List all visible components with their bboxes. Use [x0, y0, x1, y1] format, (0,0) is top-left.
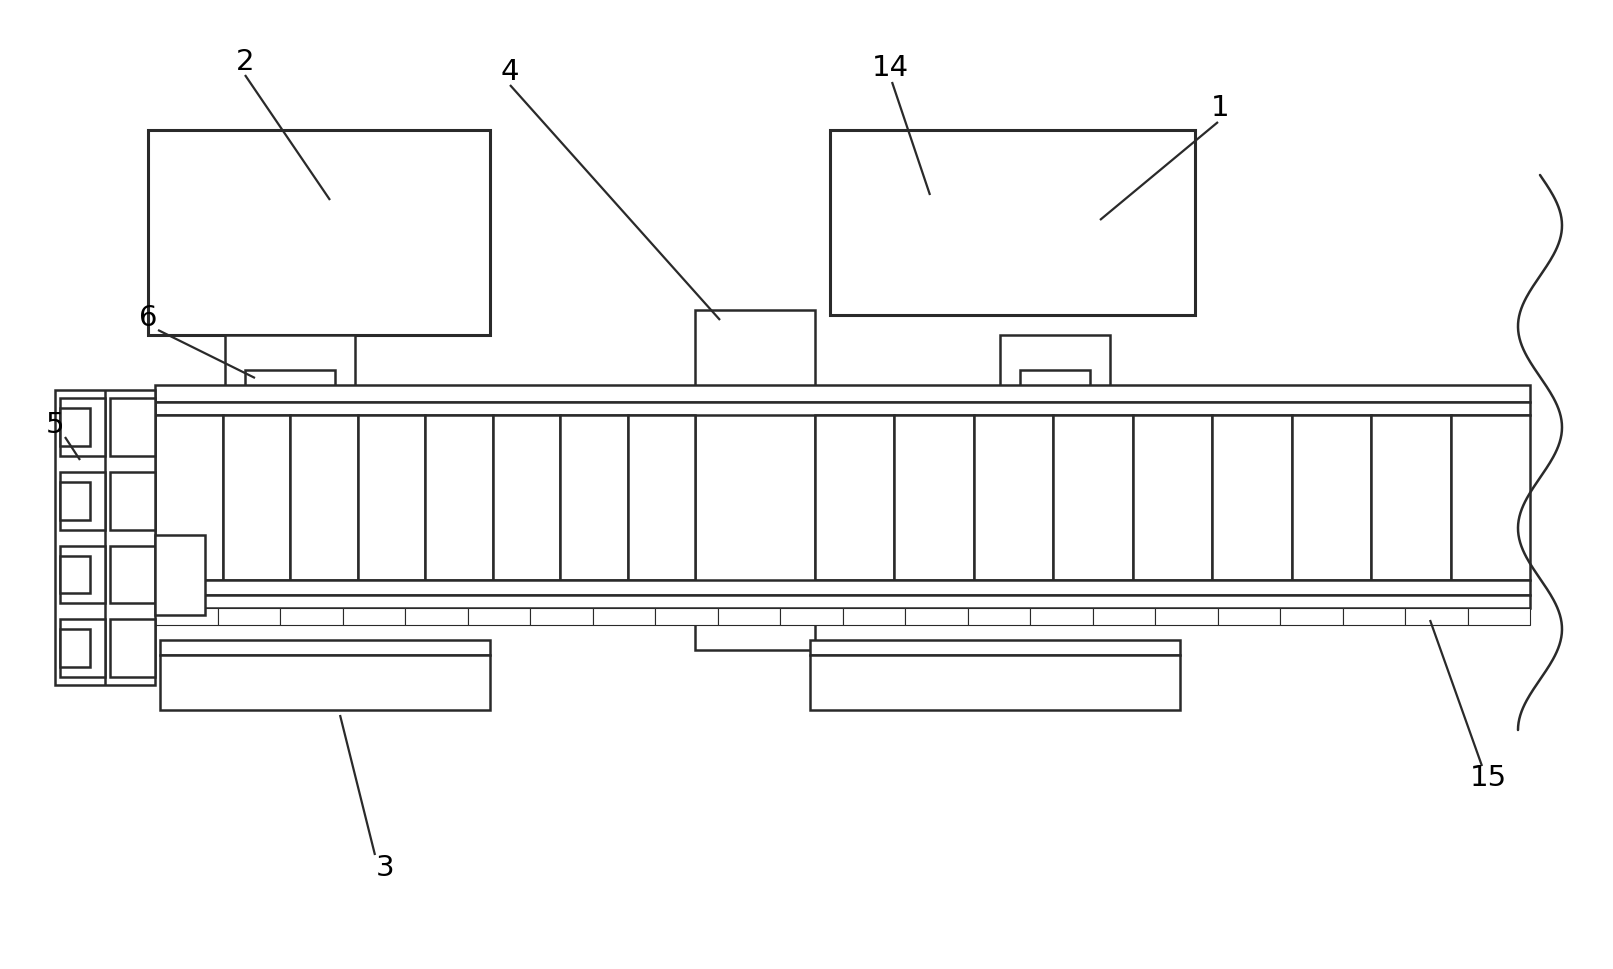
Text: 4: 4	[500, 58, 519, 86]
Bar	[218, 608, 281, 625]
Bar	[155, 595, 1531, 608]
Text: 15: 15	[1469, 764, 1507, 792]
Bar	[155, 385, 1531, 402]
Bar	[560, 415, 627, 580]
Bar	[55, 390, 155, 685]
Bar	[627, 415, 695, 580]
Bar	[281, 608, 342, 625]
Bar	[1292, 415, 1371, 580]
Bar	[1213, 415, 1292, 580]
Text: 3: 3	[376, 854, 394, 882]
Bar	[223, 415, 290, 580]
Bar	[1019, 370, 1090, 400]
Bar	[290, 415, 358, 580]
Bar	[110, 546, 155, 604]
Bar	[110, 619, 155, 677]
Bar	[810, 655, 1181, 710]
Bar	[831, 130, 1195, 315]
Bar	[342, 608, 405, 625]
Bar	[358, 415, 424, 580]
Bar	[160, 640, 490, 655]
Bar	[1342, 608, 1405, 625]
Bar	[60, 555, 90, 593]
Bar	[1132, 415, 1213, 580]
Bar	[905, 608, 968, 625]
Bar	[718, 608, 781, 625]
Bar	[60, 408, 90, 446]
Bar	[815, 415, 895, 580]
Bar	[1218, 608, 1281, 625]
Text: 14: 14	[871, 54, 908, 82]
Bar	[592, 608, 655, 625]
Bar	[974, 415, 1053, 580]
Bar	[1031, 608, 1092, 625]
Bar	[492, 415, 560, 580]
Bar	[155, 608, 218, 625]
Bar	[110, 472, 155, 529]
Bar	[468, 608, 531, 625]
Text: 5: 5	[45, 411, 65, 439]
Bar	[1155, 608, 1218, 625]
Bar	[810, 640, 1181, 655]
Bar	[155, 580, 1531, 595]
Bar	[781, 608, 842, 625]
Bar	[1371, 415, 1450, 580]
Bar	[842, 608, 905, 625]
Bar	[60, 398, 105, 455]
Bar	[160, 655, 490, 710]
Bar	[155, 402, 1531, 415]
Bar	[1468, 608, 1531, 625]
Bar	[60, 546, 105, 604]
Bar	[148, 130, 490, 335]
Bar	[60, 619, 105, 677]
Bar	[1092, 608, 1155, 625]
Bar	[1000, 335, 1110, 400]
Bar	[1281, 608, 1342, 625]
Bar	[60, 629, 90, 667]
Text: 2: 2	[235, 48, 255, 76]
Bar	[110, 398, 155, 455]
Text: 1: 1	[1211, 94, 1229, 122]
Bar	[695, 310, 815, 650]
Bar	[155, 415, 223, 580]
Bar	[531, 608, 592, 625]
Bar	[895, 415, 974, 580]
Bar	[1450, 415, 1531, 580]
Bar	[224, 335, 355, 390]
Bar	[60, 482, 90, 519]
Bar	[1405, 608, 1468, 625]
Bar	[424, 415, 492, 580]
Bar	[405, 608, 468, 625]
Bar	[1053, 415, 1132, 580]
Bar	[245, 370, 336, 400]
Bar	[155, 535, 205, 615]
Bar	[968, 608, 1031, 625]
Text: 6: 6	[139, 304, 156, 332]
Bar	[60, 472, 105, 529]
Bar	[655, 608, 718, 625]
